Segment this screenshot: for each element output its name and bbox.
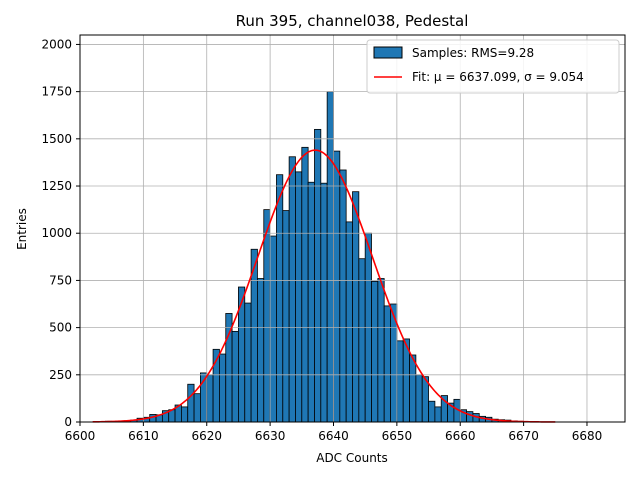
- x-tick-label: 6640: [318, 429, 349, 443]
- histogram-bar: [372, 281, 378, 422]
- x-tick-label: 6670: [508, 429, 539, 443]
- histogram-bar: [384, 306, 390, 422]
- histogram-bar: [359, 259, 365, 422]
- y-tick-label: 1750: [41, 85, 72, 99]
- histogram-bar: [194, 394, 200, 422]
- histogram-bar: [378, 279, 384, 422]
- histogram-bar: [283, 211, 289, 422]
- histogram-bar: [397, 341, 403, 422]
- bars-layer: [99, 92, 536, 422]
- y-tick-label: 2000: [41, 37, 72, 51]
- y-tick-label: 750: [49, 273, 72, 287]
- histogram-bar: [207, 375, 213, 422]
- legend-fit-label: Fit: μ = 6637.099, σ = 9.054: [412, 70, 584, 84]
- histogram-bar: [181, 407, 187, 422]
- histogram-bar: [308, 182, 314, 422]
- y-tick-label: 500: [49, 321, 72, 335]
- histogram-bar: [327, 92, 333, 422]
- x-tick-label: 6650: [382, 429, 413, 443]
- legend-histogram-label: Samples: RMS=9.28: [412, 46, 534, 60]
- x-tick-label: 6680: [572, 429, 603, 443]
- y-tick-label: 0: [64, 415, 72, 429]
- x-tick-label: 6630: [255, 429, 286, 443]
- x-tick-label: 6610: [128, 429, 159, 443]
- histogram-bar: [410, 355, 416, 422]
- chart-title: Run 395, channel038, Pedestal: [236, 12, 469, 30]
- histogram-bar: [232, 331, 238, 422]
- y-tick-label: 1250: [41, 179, 72, 193]
- x-tick-label: 6600: [65, 429, 96, 443]
- histogram-bar: [264, 210, 270, 422]
- y-axis-label: Entries: [15, 208, 29, 250]
- histogram-bar: [346, 222, 352, 422]
- histogram-bar: [416, 375, 422, 422]
- histogram-bar: [295, 172, 301, 422]
- legend: Samples: RMS=9.28 Fit: μ = 6637.099, σ =…: [367, 40, 619, 93]
- histogram-bar: [429, 401, 435, 422]
- histogram-bar: [321, 183, 327, 422]
- legend-histogram-swatch: [374, 47, 402, 58]
- histogram-bar: [270, 236, 276, 422]
- histogram-bar: [302, 147, 308, 422]
- histogram-bar: [314, 129, 320, 422]
- histogram-bar: [435, 407, 441, 422]
- histogram-bar: [188, 384, 194, 422]
- y-tick-label: 1000: [41, 226, 72, 240]
- histogram-bar: [219, 354, 225, 422]
- histogram-bar: [289, 157, 295, 422]
- x-axis-label: ADC Counts: [316, 451, 388, 465]
- x-tick-label: 6660: [445, 429, 476, 443]
- y-tick-label: 1500: [41, 132, 72, 146]
- x-tick-label: 6620: [191, 429, 222, 443]
- histogram-bar: [340, 170, 346, 422]
- histogram-bar: [257, 279, 263, 422]
- histogram-bar: [276, 175, 282, 422]
- histogram-bar: [245, 303, 251, 422]
- histogram-bar: [353, 192, 359, 422]
- y-tick-label: 250: [49, 368, 72, 382]
- histogram-bar: [333, 151, 339, 422]
